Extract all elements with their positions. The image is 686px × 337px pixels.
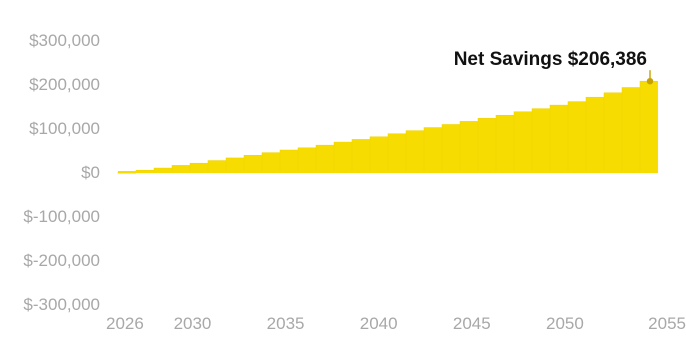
- x-tick-label: 2055: [648, 314, 686, 333]
- y-axis-labels: $300,000 $200,000 $100,000 $0 $-100,000 $-200…: [23, 31, 100, 314]
- x-tick-label: 2026: [106, 314, 144, 333]
- x-tick-label: 2045: [453, 314, 491, 333]
- bar-2052: [585, 96, 604, 173]
- y-tick-label: $0: [81, 163, 100, 182]
- zero-baseline: [118, 171, 658, 173]
- bar-2042: [405, 130, 424, 173]
- bar-2043: [423, 127, 442, 173]
- bar-2034: [261, 152, 280, 173]
- bars-layer: [117, 80, 658, 174]
- bar-2053: [603, 92, 622, 173]
- x-tick-label: 2050: [546, 314, 584, 333]
- x-axis-labels: 2026 2030 2035 2040 2045 2050 2055: [106, 314, 686, 333]
- bar-2051: [567, 101, 586, 173]
- bar-2041: [387, 133, 406, 173]
- net-savings-annotation: Net Savings $206,386: [454, 49, 647, 70]
- bar-2031: [207, 160, 226, 173]
- x-tick-label: 2030: [174, 314, 212, 333]
- bar-2044: [441, 124, 460, 173]
- bar-2055: [639, 80, 658, 173]
- annotation-marker-layer: [646, 70, 654, 85]
- y-tick-label: $-200,000: [23, 251, 100, 270]
- bar-2038: [333, 141, 352, 173]
- bar-2036: [297, 147, 316, 173]
- annotation-marker-dot: [646, 77, 654, 85]
- bar-2032: [225, 157, 244, 173]
- bar-2033: [243, 155, 262, 173]
- x-tick-label: 2035: [267, 314, 305, 333]
- bar-2049: [531, 108, 550, 173]
- y-tick-label: $100,000: [29, 119, 100, 138]
- bar-2047: [495, 114, 514, 173]
- y-tick-label: $-300,000: [23, 295, 100, 314]
- y-tick-label: $200,000: [29, 75, 100, 94]
- y-tick-label: $300,000: [29, 31, 100, 50]
- bar-2054: [621, 87, 640, 173]
- y-tick-label: $-100,000: [23, 207, 100, 226]
- bar-2030: [189, 162, 208, 173]
- bar-2037: [315, 144, 334, 173]
- bar-2040: [369, 136, 388, 173]
- bar-2046: [477, 118, 496, 173]
- bar-2045: [459, 121, 478, 173]
- bar-2048: [513, 111, 532, 173]
- bar-2050: [549, 104, 568, 173]
- bar-2035: [279, 149, 298, 173]
- bar-2039: [351, 139, 370, 173]
- x-tick-label: 2040: [360, 314, 398, 333]
